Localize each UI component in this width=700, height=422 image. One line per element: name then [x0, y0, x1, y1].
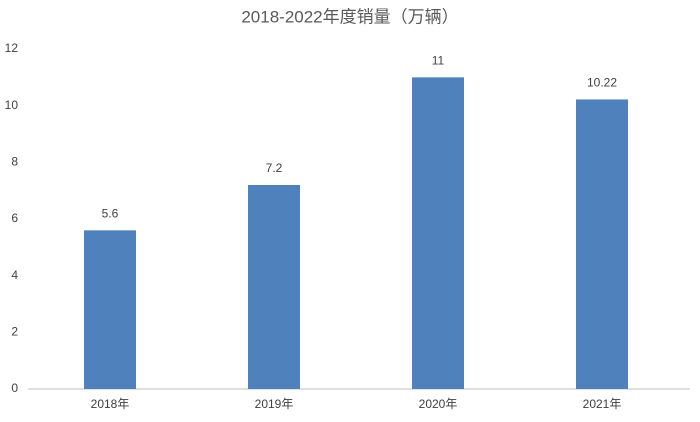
x-tick-label: 2021年 [583, 397, 622, 411]
y-tick-label: 12 [5, 41, 19, 55]
data-label: 5.6 [102, 207, 119, 221]
data-label: 7.2 [266, 161, 283, 175]
x-tick-label: 2020年 [419, 397, 458, 411]
y-tick-label: 0 [11, 381, 18, 395]
chart-title: 2018-2022年度销量（万辆） [241, 7, 458, 26]
data-label: 10.22 [587, 76, 617, 90]
bar [84, 230, 136, 389]
y-tick-label: 2 [11, 325, 18, 339]
data-label: 11 [432, 54, 445, 68]
y-tick-label: 10 [5, 98, 19, 112]
bar [248, 185, 300, 389]
x-tick-label: 2019年 [255, 397, 294, 411]
bar [576, 99, 628, 389]
bar [412, 77, 464, 389]
y-tick-label: 4 [11, 268, 18, 282]
y-tick-label: 6 [11, 211, 18, 225]
y-tick-label: 8 [11, 155, 18, 169]
x-tick-label: 2018年 [91, 397, 130, 411]
